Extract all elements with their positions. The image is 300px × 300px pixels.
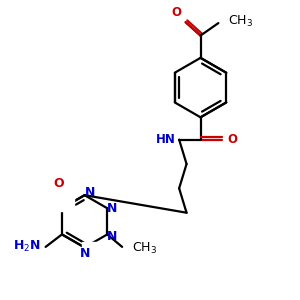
Text: N: N <box>107 202 118 215</box>
Text: H$_2$N: H$_2$N <box>13 239 40 254</box>
Text: N: N <box>80 247 90 260</box>
Text: CH$_3$: CH$_3$ <box>228 14 253 29</box>
Text: N: N <box>85 186 95 199</box>
Text: HN: HN <box>156 133 176 146</box>
Bar <box>50 182 74 211</box>
Bar <box>82 242 100 257</box>
Text: O: O <box>171 6 181 19</box>
Bar <box>70 206 100 224</box>
Text: O: O <box>53 177 64 190</box>
Text: CH$_3$: CH$_3$ <box>132 241 157 256</box>
Text: O: O <box>227 133 237 146</box>
Text: N: N <box>107 230 118 243</box>
